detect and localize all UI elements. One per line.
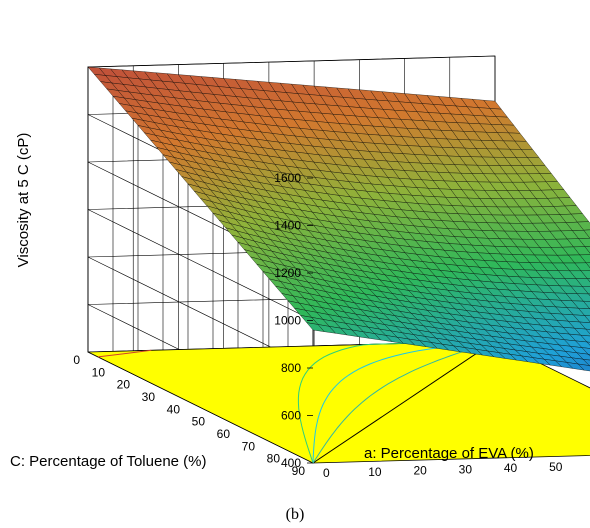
surface-cell [576, 293, 590, 302]
surface-cell [586, 278, 590, 283]
x-tick-label: 30 [459, 462, 473, 476]
z-tick-label: 1000 [274, 314, 301, 328]
z-tick-label: 1400 [274, 219, 301, 233]
y-tick-label: 0 [73, 353, 80, 367]
surface-cell [578, 238, 590, 247]
surface-cell [584, 315, 590, 323]
x-tick-label: 0 [323, 466, 330, 480]
y-tick-label: 30 [142, 390, 156, 404]
surface-cell [584, 246, 590, 254]
surface-cell [577, 221, 590, 231]
x-tick-label: 10 [368, 465, 382, 479]
z-tick-label: 800 [281, 361, 301, 375]
y-axis-title: C: Percentage of Toluene (%) [10, 453, 207, 470]
surface-cell [585, 262, 590, 269]
y-tick-label: 70 [242, 439, 256, 453]
z-tick-label: 1200 [274, 266, 301, 280]
y-tick-label: 50 [192, 415, 206, 429]
axis-ticks: 4006008001000120014001600010203040506070… [73, 171, 563, 480]
x-axis-title: a: Percentage of EVA (%) [364, 445, 534, 462]
surface-cell [572, 314, 590, 323]
x-tick-label: 20 [413, 464, 427, 478]
surface-cell [579, 254, 590, 263]
y-tick-label: 90 [292, 464, 306, 478]
contour-line-high [97, 349, 152, 358]
surface-cell [580, 270, 590, 279]
surface-cell [583, 301, 590, 309]
surface-cell [579, 321, 590, 330]
figure-caption: (b) [286, 506, 305, 523]
y-tick-label: 80 [267, 452, 281, 466]
surface-cell [578, 308, 590, 316]
surface-cell [575, 278, 590, 287]
z-tick-label: 400 [281, 456, 301, 470]
surface-cell [586, 341, 590, 346]
y-tick-label: 10 [92, 365, 106, 379]
surface-cell [575, 340, 590, 349]
x-tick-label: 50 [549, 460, 563, 474]
floor-plane [87, 340, 590, 464]
response-surface [87, 66, 590, 372]
surface-cell [576, 352, 590, 361]
x-tick-label: 40 [504, 461, 518, 475]
z-tick-label: 1600 [274, 171, 301, 185]
surface-cell [583, 229, 590, 239]
surface-cell [577, 363, 590, 372]
y-tick-label: 60 [217, 427, 231, 441]
surface-cell [582, 358, 590, 366]
y-tick-label: 40 [167, 402, 181, 416]
surface-cell [574, 327, 590, 337]
contour-line [312, 340, 496, 464]
z-tick-label: 600 [281, 409, 301, 423]
y-tick-label: 20 [117, 378, 131, 392]
floor-diagonal [312, 340, 496, 464]
surface-cell [580, 334, 590, 343]
surface-cell [573, 246, 590, 256]
z-axis-title: Viscosity at 5 C (cP) [15, 133, 32, 268]
surface-cell [574, 262, 590, 271]
